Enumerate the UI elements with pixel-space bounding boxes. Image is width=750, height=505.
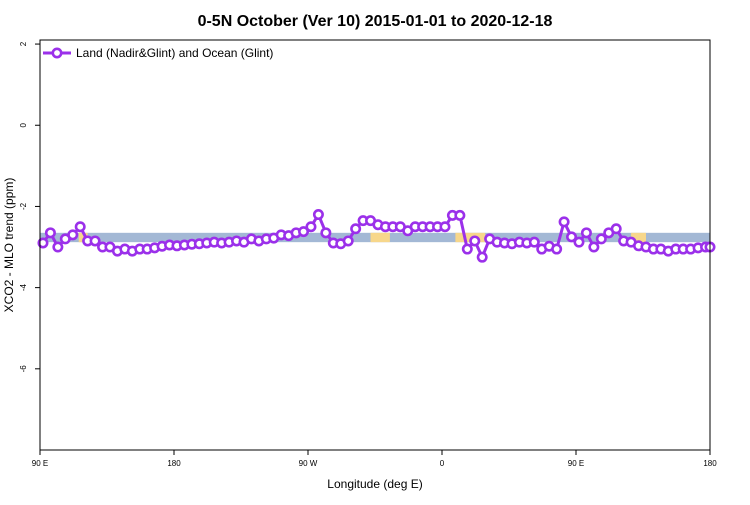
data-point (461, 243, 473, 255)
x-tick-label: 180 (167, 459, 181, 468)
data-point (439, 221, 451, 233)
y-axis-label: XCO2 - MLO trend (ppm) (2, 178, 16, 313)
data-point (588, 241, 600, 253)
data-point (551, 243, 563, 255)
data-point (610, 223, 622, 235)
band-alt-segment-2 (455, 232, 486, 243)
data-point (320, 227, 332, 239)
chart-title: 0-5N October (Ver 10) 2015-01-01 to 2020… (198, 13, 553, 30)
band-alt-segment-0 (78, 232, 88, 243)
data-point (573, 236, 585, 248)
series-layer (37, 209, 716, 263)
reference-band (40, 232, 710, 243)
x-tick-label: 90 W (299, 459, 318, 468)
y-tick-label: -6 (19, 365, 28, 373)
band-alt-segment-1 (370, 232, 390, 243)
legend-marker-swatch (51, 47, 63, 59)
legend-label: Land (Nadir&Glint) and Ocean (Glint) (76, 46, 273, 60)
y-axis: 2 0 -2 -4 -6 (19, 41, 40, 372)
x-tick-label: 90 E (32, 459, 48, 468)
data-point (454, 209, 466, 221)
y-tick-label: 2 (19, 41, 28, 46)
data-point (52, 241, 64, 253)
data-point (312, 209, 324, 221)
data-point (350, 223, 362, 235)
x-axis-label: Longitude (deg E) (327, 477, 422, 491)
x-tick-label: 180 (703, 459, 717, 468)
data-point (67, 229, 79, 241)
data-point (595, 233, 607, 245)
data-point (37, 237, 49, 249)
data-point (469, 235, 481, 247)
data-point (566, 231, 578, 243)
y-tick-label: -4 (19, 284, 28, 292)
x-axis: 90 E 180 90 W 0 90 E 180 (32, 450, 717, 468)
data-point (528, 236, 540, 248)
x-tick-label: 90 E (568, 459, 584, 468)
data-point (305, 221, 317, 233)
data-point (558, 216, 570, 228)
data-point (298, 226, 310, 238)
data-point (580, 227, 592, 239)
data-point (476, 251, 488, 263)
y-tick-label: -2 (19, 202, 28, 210)
data-point (74, 221, 86, 233)
legend: Land (Nadir&Glint) and Ocean (Glint) (43, 46, 273, 60)
y-tick-label: 0 (19, 122, 28, 127)
x-tick-label: 0 (440, 459, 445, 468)
data-point (342, 235, 354, 247)
data-point (44, 227, 56, 239)
data-point (89, 235, 101, 247)
band-alt-segment-3 (631, 232, 646, 243)
plot-frame (39, 39, 711, 451)
